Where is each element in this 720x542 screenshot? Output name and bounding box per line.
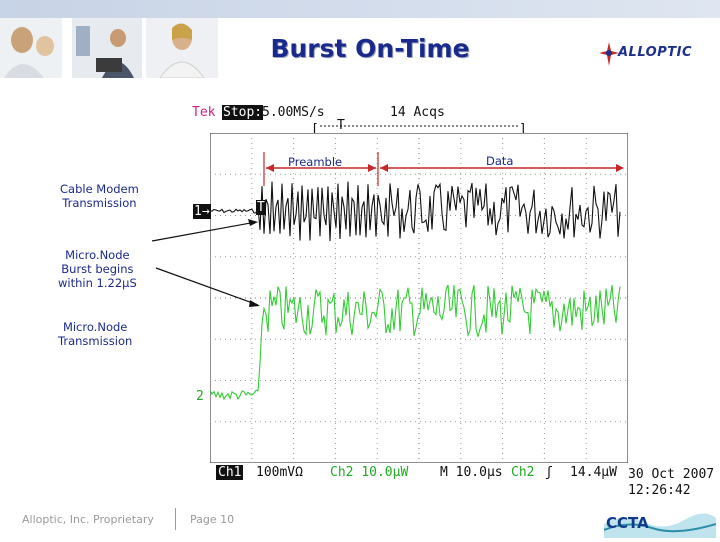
- capture-timestamp: 30 Oct 2007 12:26:42: [628, 467, 714, 499]
- trigger-source: Ch2: [511, 465, 535, 480]
- header-band: [0, 0, 720, 18]
- svg-text:]: ]: [519, 122, 527, 137]
- burst-begins-line-2: Burst begins: [61, 262, 134, 276]
- burst-begins-line-3: within 1.22µS: [58, 276, 137, 290]
- oscilloscope-display: [210, 133, 628, 463]
- ccta-logo: CCTA: [603, 510, 717, 538]
- ccta-wave-icon: CCTA: [603, 513, 717, 538]
- cable-modem-annotation: Cable Modem Transmission: [60, 182, 139, 210]
- scope-state: Stop:: [222, 105, 264, 120]
- ch2-label: Ch2 10.0µW: [330, 465, 409, 480]
- footer-divider: [175, 508, 176, 530]
- ch2-marker: 2: [196, 389, 204, 404]
- ch1-trace: [210, 181, 621, 242]
- timebase: M 10.0µs: [440, 465, 503, 480]
- header-photo-2: [72, 18, 142, 78]
- footer-page: Page 10: [190, 513, 235, 526]
- micronode-tx-annotation: Micro.Node Transmission: [58, 320, 132, 348]
- scope-acquisitions: 14 Acqs: [390, 105, 445, 120]
- trigger-slope: ʃ: [545, 465, 553, 480]
- trigger-level: 14.4µW: [570, 465, 617, 480]
- ch1-scale: 100mVΩ: [256, 465, 303, 480]
- cable-modem-line-2: Transmission: [62, 196, 137, 210]
- capture-time: 12:26:42: [628, 483, 691, 498]
- header-photo-1: [0, 18, 62, 78]
- footer-company: Alloptic, Inc. Proprietary: [22, 513, 154, 526]
- capture-date: 30 Oct 2007: [628, 467, 715, 482]
- ch1-marker: 1→: [193, 204, 211, 219]
- trigger-marker: T: [256, 200, 266, 215]
- scope-sample-rate: 5.00MS/s: [262, 105, 325, 120]
- burst-begins-annotation: Micro.Node Burst begins within 1.22µS: [58, 248, 137, 290]
- record-trigger-marker: T: [337, 118, 345, 133]
- preamble-label: Preamble: [288, 155, 343, 169]
- micronode-tx-line-2: Transmission: [58, 334, 133, 348]
- ch2-trace: [210, 284, 621, 401]
- timing-arrows: [263, 152, 624, 186]
- cable-modem-line-1: Cable Modem: [60, 182, 139, 196]
- data-label: Data: [486, 154, 514, 168]
- svg-text:[: [: [311, 122, 319, 137]
- scope-brand: Tek: [192, 105, 216, 120]
- ch1-label: Ch1: [216, 465, 244, 480]
- record-window-bar: [ ]: [311, 122, 527, 137]
- burst-begins-line-1: Micro.Node: [65, 248, 130, 262]
- ccta-logo-text: CCTA: [606, 514, 649, 532]
- alloptic-star-icon: [599, 42, 619, 66]
- header-photo-3: [146, 18, 218, 78]
- micronode-tx-line-1: Micro.Node: [62, 320, 128, 334]
- alloptic-logo: ALLOPTIC: [598, 40, 710, 68]
- slide-title: Burst On-Time: [270, 34, 470, 63]
- ch2-scale: 10.0µW: [361, 465, 409, 480]
- alloptic-logo-text: ALLOPTIC: [618, 45, 692, 60]
